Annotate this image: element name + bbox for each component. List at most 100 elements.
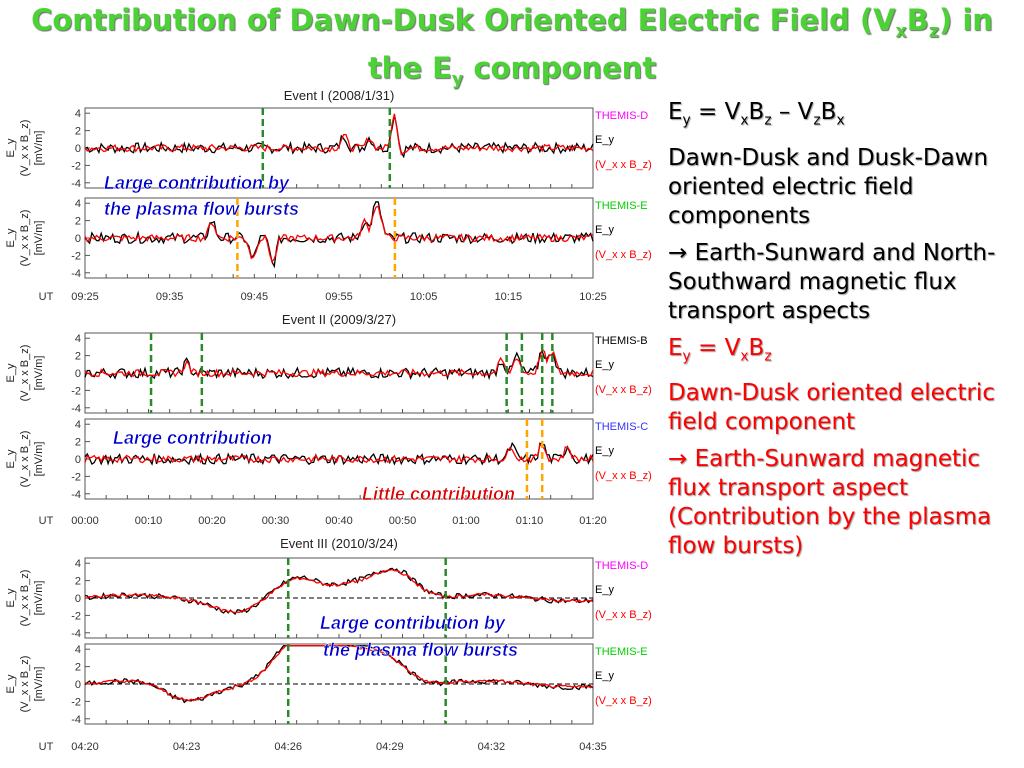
x-tick-label: 04:23 [173, 741, 201, 753]
x-tick-label: 00:30 [262, 515, 290, 527]
y-tick-label: -4 [71, 628, 81, 640]
x-tick-label: 04:35 [579, 741, 607, 753]
equation-vxbz: Ey = VxBz [668, 334, 772, 365]
y-tick-label: -4 [71, 714, 81, 726]
y-tick-label: -4 [71, 268, 81, 280]
x-tick-label: 10:25 [579, 291, 607, 303]
y-tick-label: -2 [71, 471, 81, 483]
x-tick-label: 01:10 [516, 515, 544, 527]
text-sunward-transport: → Earth-Sunward magnetic flux transport … [668, 446, 992, 560]
y-tick-label: 0 [75, 368, 81, 380]
legend-ey: E_y [595, 224, 614, 236]
probe-label: THEMIS-B [595, 335, 648, 347]
legend-ey: E_y [595, 134, 614, 146]
x-tick-label: 01:20 [579, 515, 607, 527]
explanation-panel: Ey = VxBz – VzBx Dawn-Dusk and Dusk-Dawn… [668, 98, 1020, 569]
annotation-event2-large: Large contribution [113, 428, 272, 448]
probe-label: THEMIS-D [595, 110, 648, 122]
y-tick-label: 0 [75, 143, 81, 155]
annotation-event3-line2: the plasma flow bursts [323, 640, 518, 660]
text-dawn-dusk-component: Dawn-Dusk oriented electric field compon… [668, 380, 995, 436]
x-tick-label: 04:29 [376, 741, 404, 753]
vxbz-trace [84, 568, 594, 614]
probe-label: THEMIS-E [595, 646, 648, 658]
x-tick-label: 00:50 [389, 515, 417, 527]
event-title: Event II (2009/3/27) [282, 312, 396, 327]
event-title: Event I (2008/1/31) [284, 88, 395, 103]
y-tick-label: 4 [75, 108, 81, 120]
probe-label: THEMIS-D [595, 560, 648, 572]
y-tick-label: 4 [75, 333, 81, 345]
x-tick-label: 04:20 [71, 741, 99, 753]
ut-label: UT [39, 291, 54, 303]
y-axis-label: E_y (V_x x B_z) [mV/m] [5, 656, 45, 713]
ey-trace [84, 567, 594, 615]
legend-vxbz: (V_x x B_z) [595, 384, 652, 396]
y-tick-label: 4 [75, 644, 81, 656]
text-dawn-dusk-components: Dawn-Dusk and Dusk-Dawn oriented electri… [668, 144, 989, 229]
y-tick-label: -4 [71, 489, 81, 501]
ut-label: UT [39, 741, 54, 753]
vxbz-trace [84, 347, 594, 379]
y-tick-label: 2 [75, 216, 81, 228]
x-tick-label: 00:40 [325, 515, 353, 527]
annotation-event3-line1: Large contribution by [320, 613, 506, 633]
y-tick-label: 2 [75, 662, 81, 674]
legend-ey: E_y [595, 670, 614, 682]
y-tick-label: -4 [71, 403, 81, 415]
y-tick-label: 0 [75, 233, 81, 245]
x-tick-label: 10:05 [410, 291, 438, 303]
legend-vxbz: (V_x x B_z) [595, 695, 652, 707]
x-tick-label: 04:26 [274, 741, 302, 753]
y-tick-label: 4 [75, 419, 81, 431]
ut-label: UT [39, 515, 54, 527]
y-tick-label: 2 [75, 437, 81, 449]
y-tick-label: 0 [75, 679, 81, 691]
x-tick-label: 09:25 [71, 291, 99, 303]
event-figure: Event I (2008/1/31)420-2-4E_y (V_x x B_z)… [5, 88, 652, 753]
annotation-event2-little: Little contribution [362, 484, 515, 504]
event-title: Event III (2010/3/24) [280, 536, 398, 551]
y-tick-label: -2 [71, 610, 81, 622]
panel-frame [84, 332, 594, 414]
probe-label: THEMIS-E [595, 200, 648, 212]
y-axis-label: E_y (V_x x B_z) [mV/m] [5, 570, 45, 627]
y-tick-label: 4 [75, 558, 81, 570]
x-tick-label: 09:35 [156, 291, 184, 303]
legend-ey: E_y [595, 359, 614, 371]
y-tick-label: -2 [71, 696, 81, 708]
vxbz-trace [84, 644, 594, 702]
x-tick-label: 00:20 [198, 515, 226, 527]
x-tick-label: 10:15 [495, 291, 523, 303]
y-tick-label: 0 [75, 454, 81, 466]
legend-vxbz: (V_x x B_z) [595, 249, 652, 261]
y-tick-label: -2 [71, 160, 81, 172]
annotation-event1-line1: Large contribution by [104, 173, 290, 193]
x-tick-label: 09:55 [325, 291, 353, 303]
x-tick-label: 00:00 [71, 515, 99, 527]
y-axis-label: E_y (V_x x B_z) [mV/m] [5, 210, 45, 267]
y-axis-label: E_y (V_x x B_z) [mV/m] [5, 120, 45, 177]
legend-ey: E_y [595, 445, 614, 457]
vxbz-trace [84, 113, 594, 156]
legend-vxbz: (V_x x B_z) [595, 159, 652, 171]
y-axis-label: E_y (V_x x B_z) [mV/m] [5, 431, 45, 488]
slide-title: Contribution of Dawn-Dusk Oriented Elect… [0, 2, 1024, 98]
x-tick-label: 00:10 [135, 515, 163, 527]
title-line-2: the Ey component [367, 50, 657, 90]
text-flux-transport-aspects: → Earth-Sunward and North-Southward magn… [668, 239, 996, 324]
x-tick-label: 04:32 [478, 741, 506, 753]
ey-trace [84, 114, 594, 159]
y-axis-label: E_y (V_x x B_z) [mV/m] [5, 345, 45, 402]
x-tick-label: 01:00 [452, 515, 480, 527]
legend-vxbz: (V_x x B_z) [595, 609, 652, 621]
probe-label: THEMIS-C [595, 421, 648, 433]
legend-ey: E_y [595, 584, 614, 596]
title-line-1: Contribution of Dawn-Dusk Oriented Elect… [31, 3, 993, 42]
y-tick-label: 2 [75, 351, 81, 363]
y-tick-label: -2 [71, 385, 81, 397]
vxbz-trace [84, 205, 594, 264]
annotation-event1-line2: the plasma flow bursts [104, 199, 299, 219]
x-tick-label: 09:45 [241, 291, 269, 303]
y-tick-label: 0 [75, 593, 81, 605]
